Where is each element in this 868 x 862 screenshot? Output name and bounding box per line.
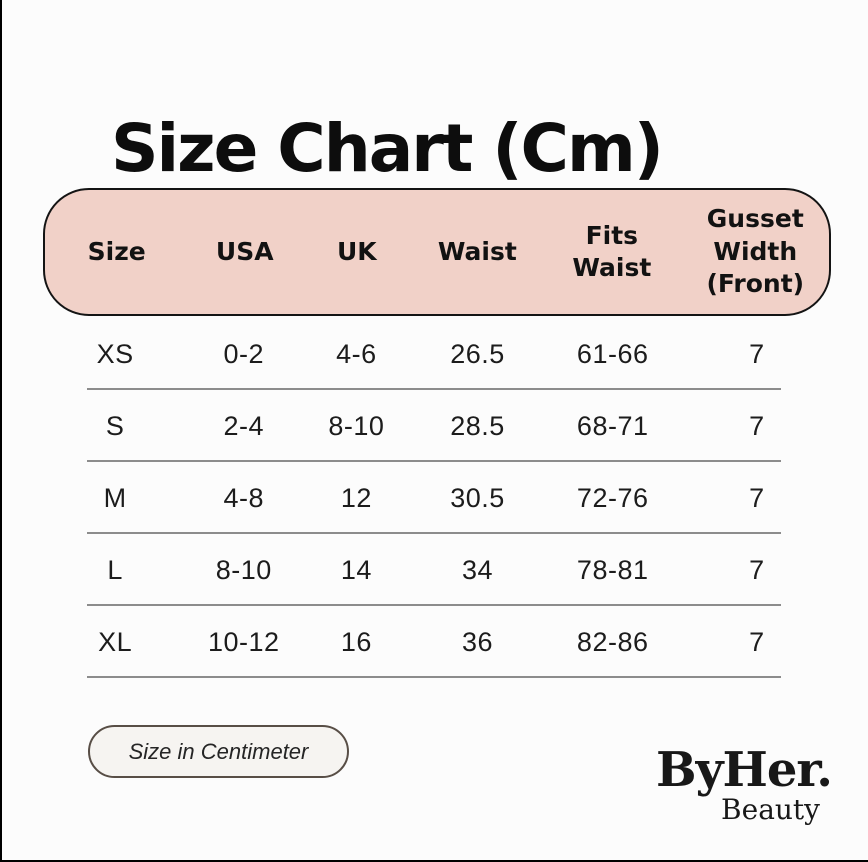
table-cell: 7 <box>749 410 765 441</box>
table-cell: 4-8 <box>223 482 264 513</box>
table-header-row: Size USA UK Waist Fits Waist Gusset Width (Fr… <box>43 188 831 316</box>
brand-tagline: Beauty <box>721 793 820 826</box>
table-cell: 30.5 <box>450 482 505 513</box>
table-cell: 61-66 <box>576 338 649 369</box>
table-body: XS 0-2 4-6 26.5 61-66 7 S 2-4 8-10 28.5 68-71 7 M 4-8… <box>43 318 831 678</box>
table-cell: 36 <box>462 626 494 657</box>
column-header-usa: USA <box>215 236 274 266</box>
table-cell: S <box>105 410 125 441</box>
table-cell: 82-86 <box>576 626 649 657</box>
table-cell: 7 <box>749 482 765 513</box>
brand-logo: ByHer. Beauty <box>650 742 833 826</box>
table-cell: 0-2 <box>223 338 264 369</box>
table-cell: 7 <box>749 554 765 585</box>
table-cell: XL <box>98 626 133 657</box>
table-row-xs: XS 0-2 4-6 26.5 61-66 7 <box>43 318 831 390</box>
table-row-l: L 8-10 14 34 78-81 7 <box>43 534 831 606</box>
table-cell: L <box>107 554 123 585</box>
table-cell: 78-81 <box>576 554 649 585</box>
unit-badge[interactable]: Size in Centimeter <box>88 725 349 778</box>
column-header-fits: Fits Waist <box>572 220 652 283</box>
table-cell: 2-4 <box>223 410 264 441</box>
bottom-edge-line <box>0 860 868 862</box>
table-cell: 16 <box>340 626 372 657</box>
column-header-size: Size <box>87 236 146 266</box>
column-header-waist: Waist <box>437 236 517 266</box>
table-cell: 8-10 <box>215 554 272 585</box>
table-cell: 7 <box>749 626 765 657</box>
column-header-uk: UK <box>336 236 377 266</box>
page-title: Size Chart (Cm) <box>111 110 664 188</box>
table-cell: 72-76 <box>576 482 649 513</box>
table-row-s: S 2-4 8-10 28.5 68-71 7 <box>43 390 831 462</box>
table-cell: 26.5 <box>450 338 505 369</box>
table-row-m: M 4-8 12 30.5 72-76 7 <box>43 462 831 534</box>
table-cell: 4-6 <box>336 338 377 369</box>
column-header-gusset: Gusset Width (Front) <box>706 204 805 299</box>
left-edge-line <box>0 0 2 862</box>
table-cell: 8-10 <box>328 410 385 441</box>
table-cell: XS <box>96 338 134 369</box>
table-cell: 28.5 <box>450 410 505 441</box>
table-cell: M <box>103 482 127 513</box>
table-row-xl: XL 10-12 16 36 82-86 7 <box>43 606 831 678</box>
table-cell: 7 <box>749 338 765 369</box>
table-cell: 14 <box>340 554 372 585</box>
table-cell: 34 <box>462 554 494 585</box>
table-cell: 68-71 <box>576 410 649 441</box>
table-cell: 12 <box>340 482 372 513</box>
brand-wordmark: ByHer. <box>656 742 833 798</box>
table-cell: 10-12 <box>207 626 280 657</box>
